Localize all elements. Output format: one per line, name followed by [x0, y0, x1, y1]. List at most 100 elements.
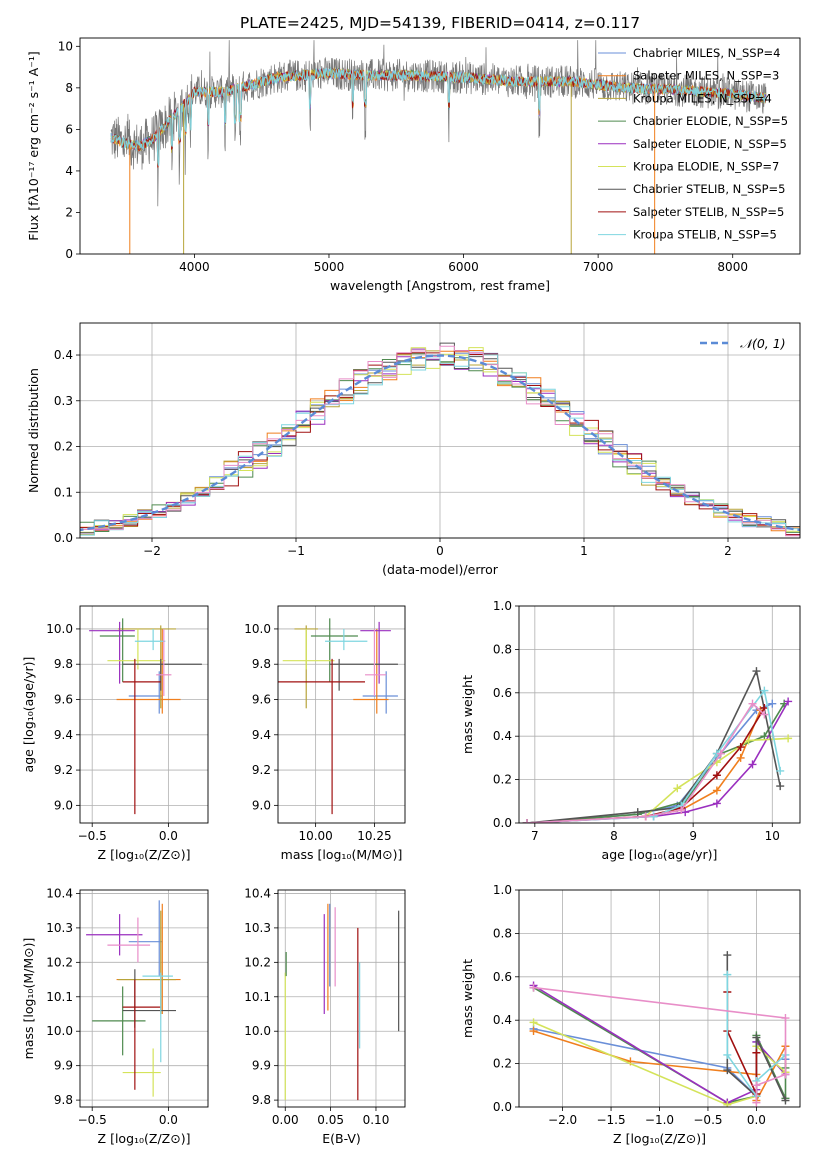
grid	[278, 606, 405, 823]
x-axis-label: Z [log₁₀(Z/Z⊙)]	[98, 1131, 191, 1146]
weight-marker	[752, 1081, 761, 1090]
error-bar	[325, 628, 368, 651]
x-tick-label: 5000	[314, 260, 345, 274]
plot-area	[80, 342, 800, 537]
weight-marker	[723, 1066, 732, 1075]
x-axis-label: wavelength [Angstrom, rest frame]	[330, 278, 550, 293]
weight-line	[526, 688, 781, 823]
y-tick-label: 10.3	[244, 921, 271, 935]
y-tick-label: 1.0	[493, 599, 512, 613]
panel-residuals: −2 −1 0 1 2 0.0 0.1 0.2 0.3 0.4 (data-model)/error…	[26, 322, 801, 577]
weight-marker	[752, 1048, 761, 1057]
error-bar	[365, 628, 387, 696]
axis-ticks: −0.5 0.0 9.8 9.9 10.0 10.1 10.2 10.3 10.4	[46, 886, 178, 1127]
x-axis-label: mass [log₁₀(M/M⊙)]	[281, 847, 403, 862]
weight-marker	[673, 784, 682, 793]
y-tick-label: 10.2	[244, 955, 271, 969]
x-tick-label: 6000	[448, 260, 479, 274]
y-tick-label: 1.0	[493, 883, 512, 897]
error-bar	[329, 658, 398, 691]
y-tick-label: 0.0	[54, 531, 73, 545]
axes-frame	[79, 605, 209, 824]
y-tick-label: 0.4	[54, 348, 73, 362]
weight-marker	[781, 1014, 790, 1023]
error-bar	[89, 621, 135, 684]
axis-ticks: 4000 5000 6000 7000 8000 0 2 4 6 8 10	[58, 39, 748, 274]
axes-frame	[79, 322, 801, 539]
y-tick-label: 9.8	[54, 1093, 73, 1107]
figure-title: PLATE=2425, MJD=54139, FIBERID=0414, z=0…	[240, 14, 640, 32]
x-tick-label: 0.0	[747, 1113, 766, 1127]
legend-label: Chabrier STELIB, N_SSP=5	[633, 182, 785, 196]
y-tick-label: 0.4	[493, 729, 512, 743]
legend: 𝒩(0, 1)	[700, 336, 786, 351]
error-bar	[92, 986, 146, 1056]
y-tick-label: 4	[65, 164, 73, 178]
y-tick-label: 0.0	[493, 1100, 512, 1114]
x-tick-label: 4000	[179, 260, 210, 274]
plot-area	[86, 900, 181, 1097]
y-tick-label: 0	[65, 247, 73, 261]
error-bar	[360, 621, 391, 684]
x-tick-label: 0.00	[272, 1113, 299, 1127]
y-tick-label: 9.4	[252, 728, 271, 742]
data-spectrum	[110, 40, 767, 207]
x-tick-label: 8000	[717, 260, 748, 274]
legend-label: Salpeter STELIB, N_SSP=5	[633, 205, 784, 219]
x-tick-label: 0.10	[363, 1113, 390, 1127]
y-tick-label: 0.2	[493, 1057, 512, 1071]
y-tick-label: 9.9	[252, 1059, 271, 1073]
error-bar	[142, 972, 173, 1063]
y-tick-label: 6	[65, 122, 73, 136]
x-tick-label: −0.5	[693, 1113, 722, 1127]
plot-area	[278, 618, 398, 815]
weight-marker	[760, 686, 769, 695]
y-tick-label: 9.8	[54, 657, 73, 671]
y-tick-label: 9.8	[252, 1093, 271, 1107]
y-tick-label: 9.0	[54, 798, 73, 812]
x-tick-label: 7000	[583, 260, 614, 274]
weight-marker	[649, 812, 658, 821]
weight-marker	[752, 667, 761, 676]
error-bar	[128, 671, 163, 714]
y-tick-label: 10.0	[46, 622, 73, 636]
axes-frame	[518, 605, 801, 824]
legend-label: Chabrier MILES, N_SSP=4	[633, 46, 780, 60]
y-tick-label: 8	[65, 81, 73, 95]
weight-line	[526, 702, 773, 823]
weight-marker	[641, 812, 650, 821]
y-tick-label: 10.2	[46, 955, 73, 969]
x-tick-label: 0.0	[159, 829, 178, 843]
weight-marker	[784, 697, 793, 706]
weight-marker	[752, 1098, 761, 1107]
x-tick-label: 10.00	[298, 829, 332, 843]
y-tick-label: 9.0	[252, 798, 271, 812]
weight-marker	[784, 734, 793, 743]
axis-ticks: −2.0 −1.5 −1.0 −0.5 0.0 0.0 0.2 0.4 0.6 0.8 1.0	[493, 883, 766, 1127]
x-tick-label: 10	[765, 829, 780, 843]
y-tick-label: 0.1	[54, 485, 73, 499]
error-bar	[116, 628, 181, 714]
axis-ticks: 7 8 9 10 0.0 0.2 0.4 0.6 0.8 1.0	[493, 599, 780, 843]
error-bar	[353, 628, 389, 714]
legend: Chabrier MILES, N_SSP=4 Salpeter MILES, N…	[598, 46, 788, 242]
x-axis-label: E(B-V)	[322, 1131, 361, 1146]
y-axis-label: Flux [fλ10⁻¹⁷ erg cm⁻² s⁻¹ A⁻¹]	[26, 51, 41, 240]
weight-line	[526, 709, 762, 823]
axes-frame	[277, 889, 406, 1108]
weight-line	[526, 702, 765, 823]
histogram-step	[80, 351, 800, 536]
y-tick-label: 0.2	[493, 773, 512, 787]
axes-frame	[518, 889, 801, 1108]
grid	[278, 890, 405, 1107]
y-tick-label: 9.8	[252, 657, 271, 671]
x-tick-label: −0.5	[78, 829, 107, 843]
error-bar	[116, 903, 181, 1014]
y-tick-label: 0.3	[54, 394, 73, 408]
weight-marker	[712, 786, 721, 795]
x-axis-label: age [log₁₀(age/yr)]	[602, 847, 718, 862]
legend-label: Kroupa MILES, N_SSP=4	[633, 91, 772, 105]
weight-marker	[716, 749, 725, 758]
legend-label: Salpeter ELODIE, N_SSP=5	[633, 137, 787, 151]
legend-label: 𝒩(0, 1)	[740, 336, 786, 351]
